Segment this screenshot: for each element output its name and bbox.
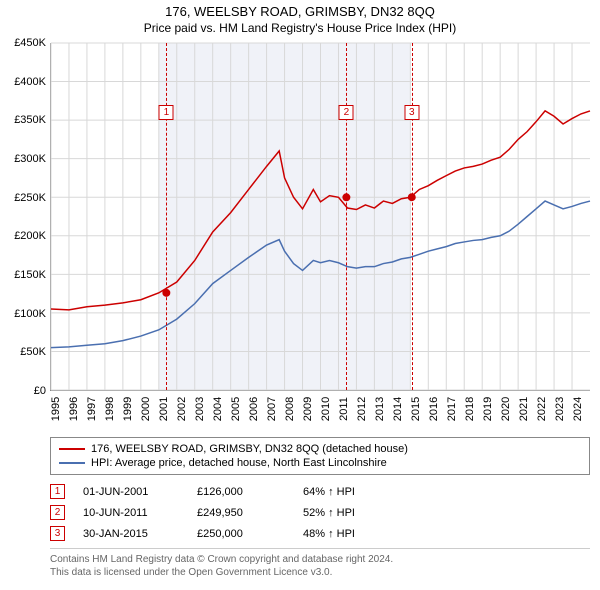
sale-row-date: 30-JAN-2015 [83, 528, 179, 540]
sale-row: 3 30-JAN-2015 £250,000 48% ↑ HPI [50, 523, 590, 544]
y-tick: £200K [14, 230, 46, 242]
footer-line-1: Contains HM Land Registry data © Crown c… [50, 553, 590, 566]
x-tick: 2017 [446, 397, 458, 421]
sales-table: 1 01-JUN-2001 £126,000 64% ↑ HPI 2 10-JUN-201… [50, 481, 590, 544]
x-tick: 1996 [68, 397, 80, 421]
y-tick: £0 [34, 385, 46, 397]
sale-row: 2 10-JUN-2011 £249,950 52% ↑ HPI [50, 502, 590, 523]
chart-subtitle: Price paid vs. HM Land Registry's House … [0, 19, 600, 35]
x-tick: 2019 [482, 397, 494, 421]
x-tick: 2014 [392, 397, 404, 421]
legend-swatch [59, 448, 85, 450]
y-tick: £100K [14, 308, 46, 320]
x-tick: 2004 [212, 397, 224, 421]
sale-row-pct: 52% ↑ HPI [303, 507, 355, 519]
sale-marker-line [166, 43, 167, 390]
sale-row-badge: 1 [50, 484, 65, 499]
sale-marker-line [412, 43, 413, 390]
sale-row-badge: 2 [50, 505, 65, 520]
legend-swatch [59, 462, 85, 464]
x-tick: 2005 [230, 397, 242, 421]
x-tick: 2006 [248, 397, 260, 421]
x-tick: 2011 [338, 397, 350, 421]
sale-marker-badge: 1 [159, 105, 174, 120]
chart-container: 176, WEELSBY ROAD, GRIMSBY, DN32 8QQ Pri… [0, 0, 600, 590]
sale-row-price: £249,950 [197, 507, 285, 519]
y-tick: £400K [14, 76, 46, 88]
x-tick: 2002 [176, 397, 188, 421]
y-axis: £0£50K£100K£150K£200K£250K£300K£350K£400… [2, 43, 48, 391]
x-tick: 2022 [536, 397, 548, 421]
sale-marker-badge: 3 [404, 105, 419, 120]
sale-row-date: 10-JUN-2011 [83, 507, 179, 519]
x-tick: 2023 [554, 397, 566, 421]
x-tick: 2008 [284, 397, 296, 421]
sale-row-price: £250,000 [197, 528, 285, 540]
x-axis: 1995 1996 1997 1998 1999 2000 2001 2002 2003 2004… [50, 391, 590, 431]
x-tick: 2009 [302, 397, 314, 421]
legend: 176, WEELSBY ROAD, GRIMSBY, DN32 8QQ (de… [50, 437, 590, 475]
x-tick: 2021 [518, 397, 530, 421]
y-tick: £350K [14, 114, 46, 126]
x-tick: 2020 [500, 397, 512, 421]
sale-row: 1 01-JUN-2001 £126,000 64% ↑ HPI [50, 481, 590, 502]
x-tick: 2010 [320, 397, 332, 421]
y-tick: £250K [14, 192, 46, 204]
x-tick: 1998 [104, 397, 116, 421]
y-tick: £50K [20, 346, 46, 358]
footer-attribution: Contains HM Land Registry data © Crown c… [50, 548, 590, 579]
x-tick: 1995 [50, 397, 62, 421]
legend-item: 176, WEELSBY ROAD, GRIMSBY, DN32 8QQ (de… [59, 442, 581, 456]
x-tick: 1997 [86, 397, 98, 421]
chart-svg [51, 43, 590, 390]
x-tick: 2024 [572, 397, 584, 421]
y-tick: £450K [14, 37, 46, 49]
x-tick: 2016 [428, 397, 440, 421]
y-tick: £300K [14, 153, 46, 165]
chart-title: 176, WEELSBY ROAD, GRIMSBY, DN32 8QQ [0, 0, 600, 19]
x-tick: 2018 [464, 397, 476, 421]
x-tick: 1999 [122, 397, 134, 421]
legend-label: HPI: Average price, detached house, Nort… [91, 457, 387, 469]
x-tick: 2012 [356, 397, 368, 421]
sale-marker-badge: 2 [339, 105, 354, 120]
x-tick: 2007 [266, 397, 278, 421]
chart-plot-area: £0£50K£100K£150K£200K£250K£300K£350K£400… [50, 43, 590, 391]
sale-row-pct: 48% ↑ HPI [303, 528, 355, 540]
sale-row-pct: 64% ↑ HPI [303, 486, 355, 498]
legend-label: 176, WEELSBY ROAD, GRIMSBY, DN32 8QQ (de… [91, 443, 408, 455]
footer-line-2: This data is licensed under the Open Gov… [50, 566, 590, 579]
legend-item: HPI: Average price, detached house, Nort… [59, 456, 581, 470]
x-tick: 2001 [158, 397, 170, 421]
x-tick: 2013 [374, 397, 386, 421]
y-tick: £150K [14, 269, 46, 281]
plot-region: 1 2 3 [50, 43, 590, 391]
sale-row-badge: 3 [50, 526, 65, 541]
sale-row-date: 01-JUN-2001 [83, 486, 179, 498]
sale-row-price: £126,000 [197, 486, 285, 498]
x-tick: 2003 [194, 397, 206, 421]
x-tick: 2015 [410, 397, 422, 421]
sale-marker-line [346, 43, 347, 390]
x-tick: 2000 [140, 397, 152, 421]
